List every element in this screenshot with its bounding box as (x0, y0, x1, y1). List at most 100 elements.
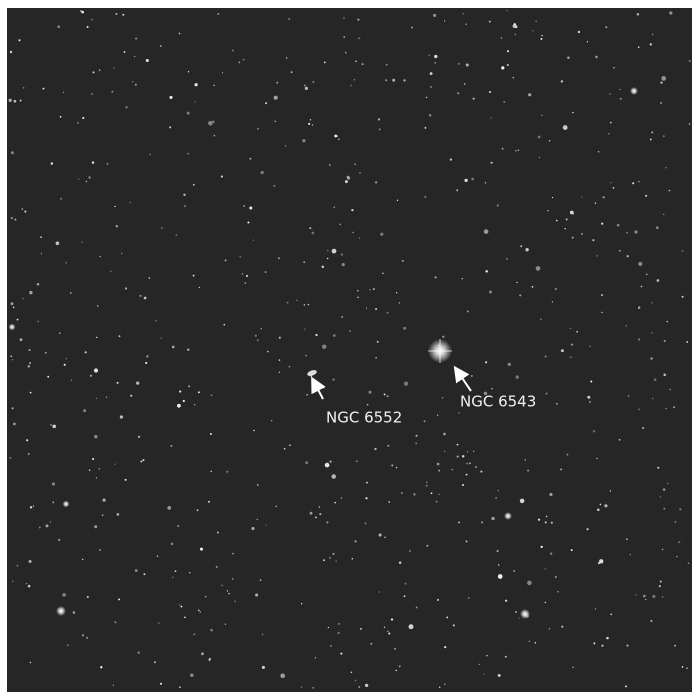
star (210, 433, 212, 435)
star (251, 527, 254, 530)
star (212, 120, 215, 123)
star (180, 606, 182, 608)
star (322, 266, 325, 269)
star (379, 533, 382, 536)
star (116, 225, 118, 227)
star (434, 55, 437, 58)
star (305, 87, 308, 90)
star (114, 206, 115, 207)
star (187, 153, 189, 155)
star (462, 278, 463, 279)
star (362, 63, 364, 65)
star (563, 125, 568, 130)
star (326, 521, 328, 523)
star (458, 412, 459, 413)
star (193, 184, 195, 186)
star (184, 616, 186, 618)
star (396, 670, 397, 671)
star (505, 600, 507, 602)
star (654, 378, 657, 381)
star (471, 178, 474, 181)
star (88, 176, 91, 179)
star (626, 538, 628, 540)
star (379, 128, 381, 130)
star (82, 117, 84, 119)
star (657, 279, 660, 282)
star (160, 683, 162, 685)
star (587, 396, 590, 399)
star (118, 598, 120, 600)
star (399, 562, 401, 564)
star (279, 359, 280, 360)
star (341, 254, 343, 256)
star (117, 382, 119, 384)
star (288, 18, 290, 20)
star (60, 198, 62, 200)
star (188, 385, 190, 387)
star (399, 665, 401, 667)
star (208, 501, 210, 503)
star (660, 496, 662, 498)
star (538, 136, 541, 139)
star (71, 379, 73, 381)
star (122, 14, 124, 16)
star (498, 564, 499, 565)
star (667, 321, 668, 322)
star (113, 685, 114, 686)
star (375, 181, 377, 183)
star (262, 666, 265, 669)
star (329, 557, 331, 559)
star (388, 501, 390, 503)
star (201, 652, 204, 655)
star (225, 624, 226, 625)
star (503, 101, 505, 103)
star (103, 499, 106, 502)
star (257, 484, 259, 486)
star (232, 553, 234, 555)
star (651, 302, 653, 304)
star (90, 375, 92, 377)
star (66, 358, 67, 359)
star (223, 324, 225, 326)
star (12, 581, 14, 583)
star (301, 686, 302, 687)
star (444, 451, 445, 452)
star (366, 482, 368, 484)
star (110, 271, 112, 273)
star (149, 154, 151, 156)
star (308, 304, 310, 306)
star (686, 668, 687, 669)
star (214, 85, 215, 86)
star (480, 471, 482, 473)
star (197, 509, 199, 511)
star (313, 687, 314, 688)
star (399, 302, 400, 303)
star (490, 117, 491, 118)
star (595, 202, 596, 203)
star (280, 674, 285, 679)
star (319, 506, 321, 508)
star (552, 301, 553, 302)
star (380, 233, 383, 236)
star (257, 128, 259, 130)
star (257, 339, 259, 341)
star (387, 312, 389, 314)
star (367, 404, 369, 406)
star (18, 39, 20, 41)
star (409, 624, 414, 629)
star (81, 11, 84, 14)
star (505, 656, 507, 658)
star (638, 338, 640, 340)
star (651, 131, 653, 133)
star (46, 524, 49, 527)
star (28, 585, 31, 588)
star (140, 461, 142, 463)
star (249, 158, 251, 160)
star (606, 637, 609, 640)
star (227, 590, 228, 591)
star (661, 76, 666, 81)
star (121, 253, 123, 255)
star (81, 242, 82, 243)
star (124, 51, 126, 53)
star (513, 77, 515, 79)
